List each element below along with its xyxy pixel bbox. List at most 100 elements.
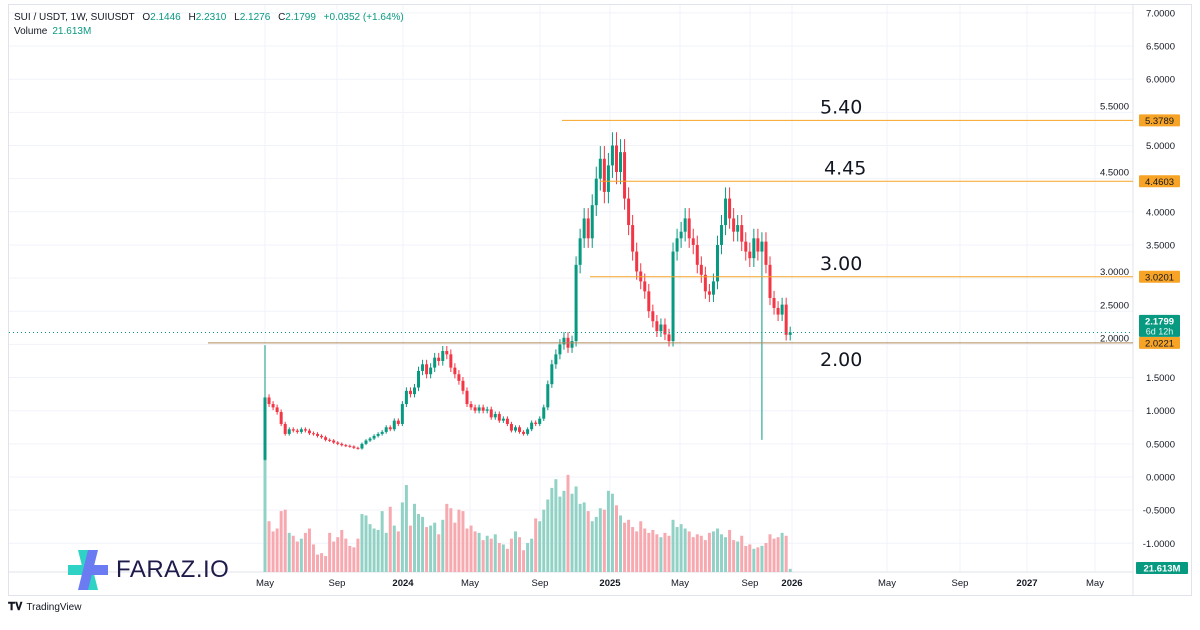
y-tick-label: 6.0000 [1146,75,1175,86]
volume-bar [518,537,522,572]
level-price-label: 2.0221 [1145,338,1174,349]
volume-bar [465,528,469,572]
volume-bar [748,544,752,572]
low-value: 2.1276 [239,12,271,23]
volume-bar [311,544,315,572]
volume-bar [598,508,602,572]
candle-body [780,304,784,315]
candle-body [740,225,744,242]
y-tick-label: 3.0000 [1100,267,1129,278]
logo-text: FARAZ.IO [116,556,230,583]
candle-body [283,423,287,434]
candle-body [271,404,275,408]
volume-bar [497,543,501,572]
volume-bar [396,531,400,572]
candle-body [263,397,267,460]
candle-body [578,238,582,265]
volume-bar [328,532,332,572]
candle-body [760,241,764,252]
candle-body [404,390,408,405]
candle-body [526,429,530,434]
level-price-label: 3.0201 [1145,272,1174,283]
candle-body [675,238,679,252]
candle-body [364,440,368,444]
candle-body [340,443,344,446]
volume-bar [372,528,376,572]
volume-bar [380,511,384,572]
volume-bar [550,487,554,572]
x-tick-label: 2025 [599,578,621,589]
volume-bar [760,545,764,572]
candle-body [699,264,703,275]
tradingview-attribution[interactable]: 𝐓𝐕 TradingView [8,601,81,614]
volume-label[interactable]: Volume [14,26,48,37]
volume-bar [522,550,526,572]
volume-bar [643,528,647,572]
level-price-label: 5.3789 [1145,116,1174,127]
y-tick-label: 2.5000 [1100,300,1129,311]
volume-bar [570,493,574,572]
volume-bar [291,535,295,572]
volume-bar [299,538,303,572]
candle-body [518,427,522,432]
candle-body [550,364,554,385]
candle-body [720,225,724,245]
volume-bar [542,509,546,572]
candle-body [546,384,550,408]
symbol-title[interactable]: SUI / USDT, 1W, SUIUSDT [14,12,135,23]
candle-body [513,427,517,431]
y-tick-label: 7.0000 [1146,8,1175,19]
candle-body [380,431,384,434]
volume-bar [655,534,659,572]
volume-bar [780,532,784,572]
candle-body [679,231,683,239]
volume-bar [340,529,344,572]
candle-body [320,435,324,438]
candle-body [590,205,594,239]
candle-body [570,341,574,348]
candle-body [663,324,667,335]
level-price-label: 4.4603 [1145,177,1174,188]
volume-bar [728,529,732,572]
candle-body [695,244,699,265]
candle-body [707,291,711,295]
volume-bar [752,548,756,572]
volume-bar [715,528,719,572]
level-price-badge [1139,270,1180,283]
volume-bar [736,541,740,572]
level-price-badge [1139,114,1180,127]
candle-body [461,380,465,391]
candle-body [368,438,372,441]
candle-body [655,321,659,332]
y-tick-label: -0.5000 [1143,506,1175,517]
volume-value: 21.613M [52,26,92,37]
volume-bar [594,516,598,572]
candle-body [477,407,481,411]
volume-bar [772,538,776,572]
volume-bar [412,503,416,572]
volume-bar [659,537,663,572]
volume-bar [473,531,477,572]
volume-bar [614,505,618,572]
volume-bar [538,521,542,572]
candle-body [623,152,627,199]
candle-body [295,430,299,432]
volume-bar [505,548,509,572]
volume-bar [324,556,328,572]
candle-body [509,423,513,431]
volume-bar [316,554,320,572]
candle-body [691,238,695,245]
x-tick-label: Sep [329,578,346,589]
y-tick-label: 1.5000 [1146,373,1175,384]
y-tick-label: 5.0000 [1146,141,1175,152]
volume-bar [703,540,707,572]
candle-body [396,420,400,424]
candle-body [493,414,497,418]
tradingview-text: TradingView [26,602,82,613]
candle-body [711,281,715,295]
x-tick-label: Sep [532,578,549,589]
volume-bar [368,524,372,572]
volume-bar [707,532,711,572]
volume-bar [332,541,336,572]
